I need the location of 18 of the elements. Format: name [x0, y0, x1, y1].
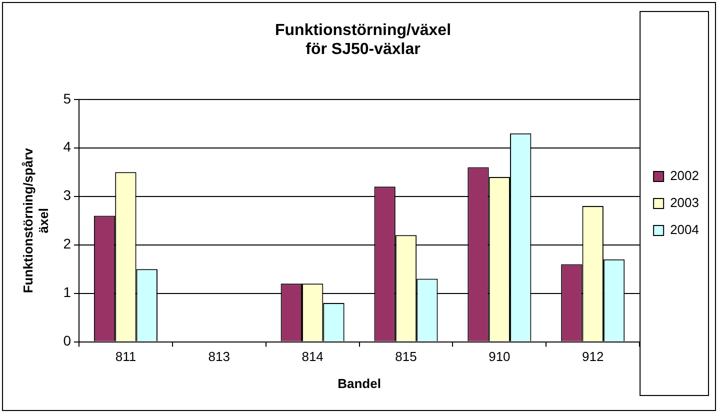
y-tick-label: 0 [63, 332, 72, 349]
legend-label: 2004 [670, 222, 699, 238]
y-tick-label: 3 [63, 187, 72, 204]
x-tick-label: 912 [582, 349, 604, 364]
y-tick-label: 1 [63, 284, 72, 300]
y-axis-title: Funktionstörning/spårv äxel [20, 147, 51, 294]
y-tick-label: 5 [63, 90, 72, 106]
chart-title: Funktionstörning/växel för SJ50-växlar [274, 22, 452, 58]
x-tick-label: 811 [115, 349, 136, 364]
x-tick-label: 815 [395, 349, 417, 364]
y-tick-label: 2 [63, 236, 72, 252]
legend-label: 2002 [670, 168, 699, 184]
y-tick-label: 4 [63, 138, 72, 155]
x-axis-title: Bandel [338, 376, 381, 391]
x-tick-label: 813 [208, 349, 230, 364]
x-tick-label: 814 [302, 349, 324, 364]
legend-label: 2003 [670, 195, 699, 210]
x-tick-label: 910 [488, 349, 510, 364]
